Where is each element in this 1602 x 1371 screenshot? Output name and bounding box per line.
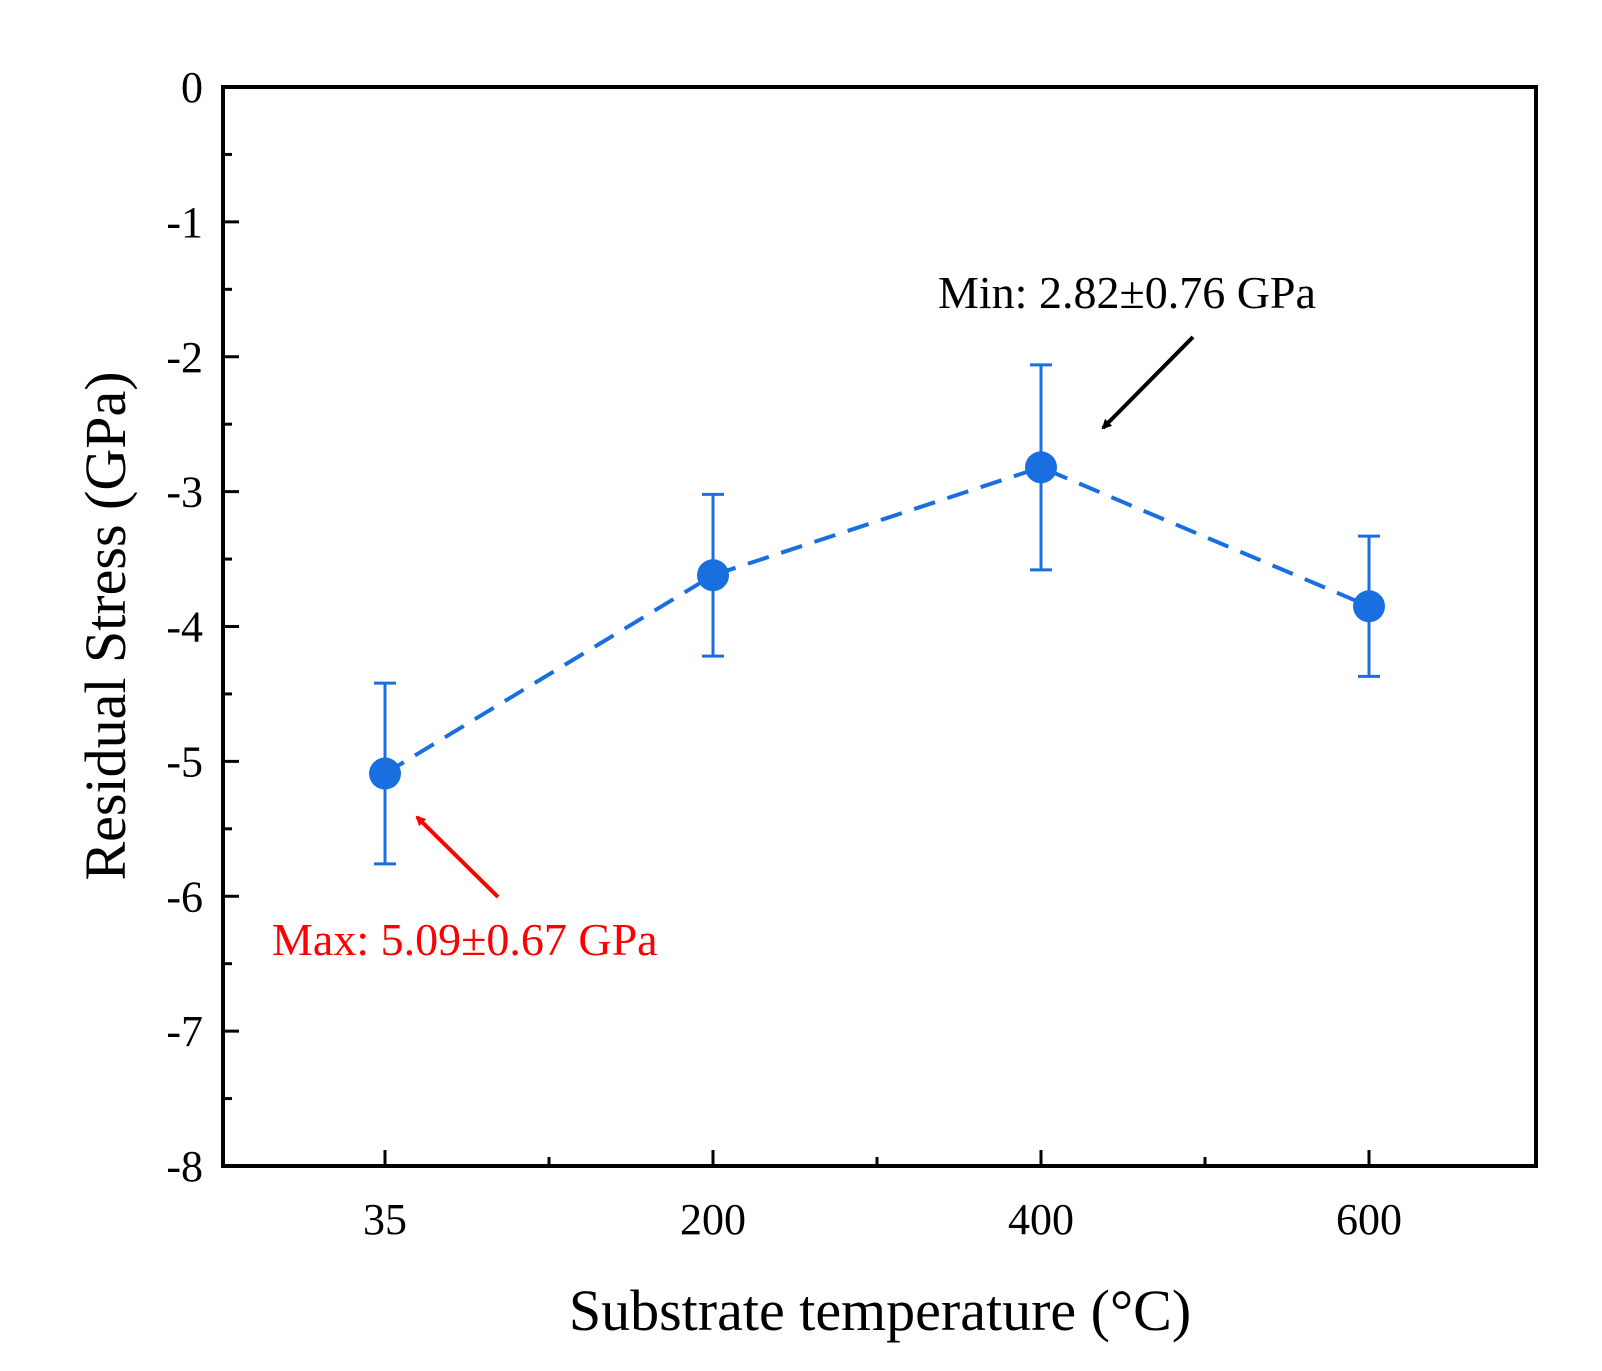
x-tick-label: 200	[680, 1195, 746, 1244]
x-tick-label: 400	[1008, 1195, 1074, 1244]
y-tick-label: -3	[166, 468, 203, 517]
series-layer	[369, 363, 1385, 866]
series-line-0	[383, 465, 1370, 776]
y-tick-label: -7	[166, 1007, 203, 1056]
y-tick-label: -5	[166, 737, 203, 786]
y-tick-label: -2	[166, 333, 203, 382]
max-annotation-arrow	[415, 815, 500, 899]
y-tick-label: -1	[166, 198, 203, 247]
y-tick-label: -4	[166, 603, 203, 652]
max-annotation: Max: 5.09±0.67 GPa	[272, 914, 658, 965]
x-axis: 35 200 400 600	[363, 1150, 1402, 1244]
plot-frame	[221, 85, 1538, 1168]
y-axis-title: Residual Stress (GPa)	[73, 371, 138, 880]
data-point	[369, 757, 401, 790]
min-annotation: Min: 2.82±0.76 GPa	[938, 267, 1316, 318]
x-axis-title: Substrate temperature (°C)	[569, 1278, 1191, 1343]
data-point	[697, 559, 729, 592]
y-tick-label: 0	[181, 63, 203, 112]
data-point	[1025, 451, 1057, 484]
y-axis: 0 -1 -2 -3 -4 -5 -6 -7 -8	[166, 63, 239, 1191]
data-point	[1353, 590, 1385, 623]
y-tick-label: -8	[166, 1142, 203, 1191]
min-annotation-arrow	[1101, 335, 1195, 430]
y-tick-label: -6	[166, 872, 203, 921]
x-tick-label: 600	[1336, 1195, 1402, 1244]
x-tick-label: 35	[363, 1195, 407, 1244]
